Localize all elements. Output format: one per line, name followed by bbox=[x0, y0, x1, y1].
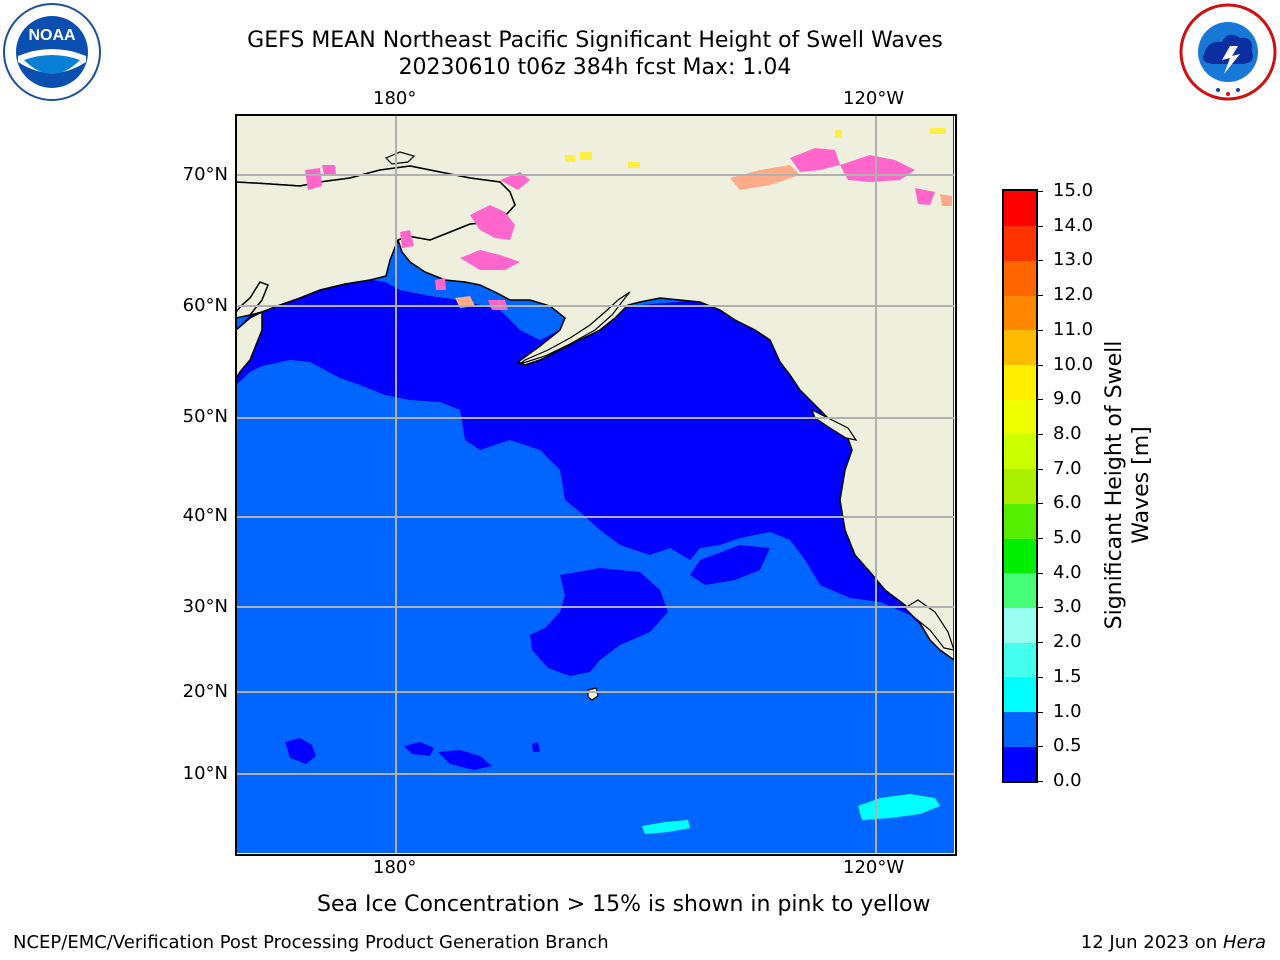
lon-label-top-180: 180° bbox=[373, 88, 417, 109]
colorbar-tick-label: 11.0 bbox=[1053, 318, 1094, 340]
lat-label-20n: 20°N bbox=[182, 681, 228, 702]
colorbar-tick-mark bbox=[1036, 433, 1043, 435]
noaa-logo-text: NOAA bbox=[28, 27, 76, 44]
colorbar-tick-mark bbox=[1036, 572, 1043, 574]
colorbar-tick-label: 3.0 bbox=[1053, 596, 1082, 618]
lon-label-top-120w: 120°W bbox=[843, 88, 905, 109]
colorbar-tick-mark bbox=[1036, 468, 1043, 470]
colorbar-segment bbox=[1004, 260, 1036, 296]
swell-low-lobe-central bbox=[530, 568, 668, 676]
land-siberia-south bbox=[236, 281, 269, 319]
colorbar-segment bbox=[1004, 746, 1036, 782]
colorbar-tick-label: 4.0 bbox=[1053, 561, 1082, 583]
map-panel bbox=[236, 115, 954, 853]
colorbar-segment bbox=[1004, 329, 1036, 366]
colorbar-segment bbox=[1004, 676, 1036, 713]
colorbar-tick-label: 0.0 bbox=[1053, 770, 1082, 791]
colorbar-segment bbox=[1004, 191, 1036, 227]
colorbar-tick-label: 1.5 bbox=[1053, 665, 1082, 687]
chart-subtitle: 20230610 t06z 384h fcst Max: 1.04 bbox=[398, 55, 792, 80]
lat-label-50n: 50°N bbox=[182, 406, 228, 427]
colorbar-title: Significant Height of Swell Waves [m] bbox=[1102, 340, 1154, 630]
colorbar-tick-label: 12.0 bbox=[1053, 284, 1094, 306]
colorbar-segment bbox=[1004, 711, 1036, 747]
colorbar-segment bbox=[1004, 572, 1036, 608]
colorbar-tick-label: 8.0 bbox=[1053, 422, 1082, 444]
swell-cyan-patch-2 bbox=[642, 820, 690, 834]
footer-date: 12 Jun 2023 on Hera bbox=[1081, 932, 1266, 954]
colorbar-tick-mark bbox=[1036, 781, 1043, 782]
swell-low-patch-3 bbox=[438, 750, 492, 770]
noaa-logo: NOAA bbox=[2, 2, 102, 102]
colorbar-segment bbox=[1004, 364, 1036, 400]
footer-credit: NCEP/EMC/Verification Post Processing Pr… bbox=[13, 932, 609, 953]
colorbar-tick-mark bbox=[1036, 538, 1043, 540]
lat-label-70n: 70°N bbox=[182, 164, 228, 185]
colorbar-tick-mark bbox=[1036, 225, 1043, 227]
colorbar-tick-mark bbox=[1036, 746, 1043, 748]
sea-ice-note: Sea Ice Concentration > 15% is shown in … bbox=[317, 892, 931, 917]
lat-label-30n: 30°N bbox=[182, 596, 228, 617]
colorbar-segment bbox=[1004, 225, 1036, 261]
lon-label-bottom-120w: 120°W bbox=[843, 857, 905, 878]
colorbar-tick-mark bbox=[1036, 607, 1043, 609]
land-siberia bbox=[236, 115, 516, 319]
land-kamchatka bbox=[236, 310, 263, 380]
colorbar-segment bbox=[1004, 538, 1036, 574]
colorbar-tick-mark bbox=[1036, 676, 1043, 678]
colorbar-tick-label: 13.0 bbox=[1053, 249, 1094, 271]
graticule bbox=[236, 115, 954, 853]
swell-low-patch-4 bbox=[532, 742, 540, 752]
colorbar-tick-label: 15.0 bbox=[1053, 180, 1094, 201]
colorbar bbox=[1002, 189, 1038, 783]
chart-title: GEFS MEAN Northeast Pacific Significant … bbox=[247, 28, 943, 53]
map-svg bbox=[236, 115, 954, 853]
lon-label-bottom-180: 180° bbox=[373, 857, 417, 878]
colorbar-tick-label: 7.0 bbox=[1053, 457, 1082, 479]
colorbar-segment bbox=[1004, 607, 1036, 643]
land-alaska-peninsula bbox=[519, 291, 631, 365]
lat-label-40n: 40°N bbox=[182, 505, 228, 526]
colorbar-tick-label: 9.0 bbox=[1053, 388, 1082, 410]
lat-label-10n: 10°N bbox=[182, 763, 228, 784]
colorbar-tick-mark bbox=[1036, 399, 1043, 401]
colorbar-tick-mark bbox=[1036, 260, 1043, 262]
colorbar-tick-label: 0.5 bbox=[1053, 735, 1082, 757]
colorbar-tick-mark bbox=[1036, 364, 1043, 366]
colorbar-tick-mark bbox=[1036, 191, 1043, 192]
colorbar-tick-mark bbox=[1036, 642, 1043, 644]
swell-low-lobe-east bbox=[690, 545, 770, 585]
land-wrangel-island bbox=[384, 151, 416, 165]
colorbar-tick-label: 10.0 bbox=[1053, 353, 1094, 375]
swell-low-region bbox=[236, 278, 954, 660]
colorbar-segment bbox=[1004, 295, 1036, 331]
colorbar-segment bbox=[1004, 399, 1036, 435]
colorbar-tick-mark bbox=[1036, 329, 1043, 331]
colorbar-segment bbox=[1004, 642, 1036, 678]
colorbar-tick-label: 14.0 bbox=[1053, 214, 1094, 236]
colorbar-segment bbox=[1004, 468, 1036, 504]
colorbar-tick-label: 1.0 bbox=[1053, 700, 1082, 722]
land-baja bbox=[904, 599, 954, 651]
colorbar-tick-label: 5.0 bbox=[1053, 527, 1082, 549]
colorbar-tick-label: 6.0 bbox=[1053, 492, 1082, 514]
lat-label-60n: 60°N bbox=[182, 295, 228, 316]
swell-low-patch-1 bbox=[285, 738, 316, 764]
nws-logo bbox=[1178, 2, 1278, 102]
colorbar-tick-mark bbox=[1036, 503, 1043, 505]
footer-date-text: 12 Jun 2023 on bbox=[1080, 932, 1223, 953]
colorbar-tick-mark bbox=[1036, 295, 1043, 297]
colorbar-tick-mark bbox=[1036, 711, 1043, 713]
colorbar-segment bbox=[1004, 433, 1036, 470]
swell-low-patch-2 bbox=[404, 742, 434, 756]
colorbar-tick-label: 2.0 bbox=[1053, 631, 1082, 653]
colorbar-segment bbox=[1004, 503, 1036, 539]
footer-machine-name: Hera bbox=[1222, 932, 1266, 953]
swell-cyan-patch-1 bbox=[858, 794, 940, 820]
